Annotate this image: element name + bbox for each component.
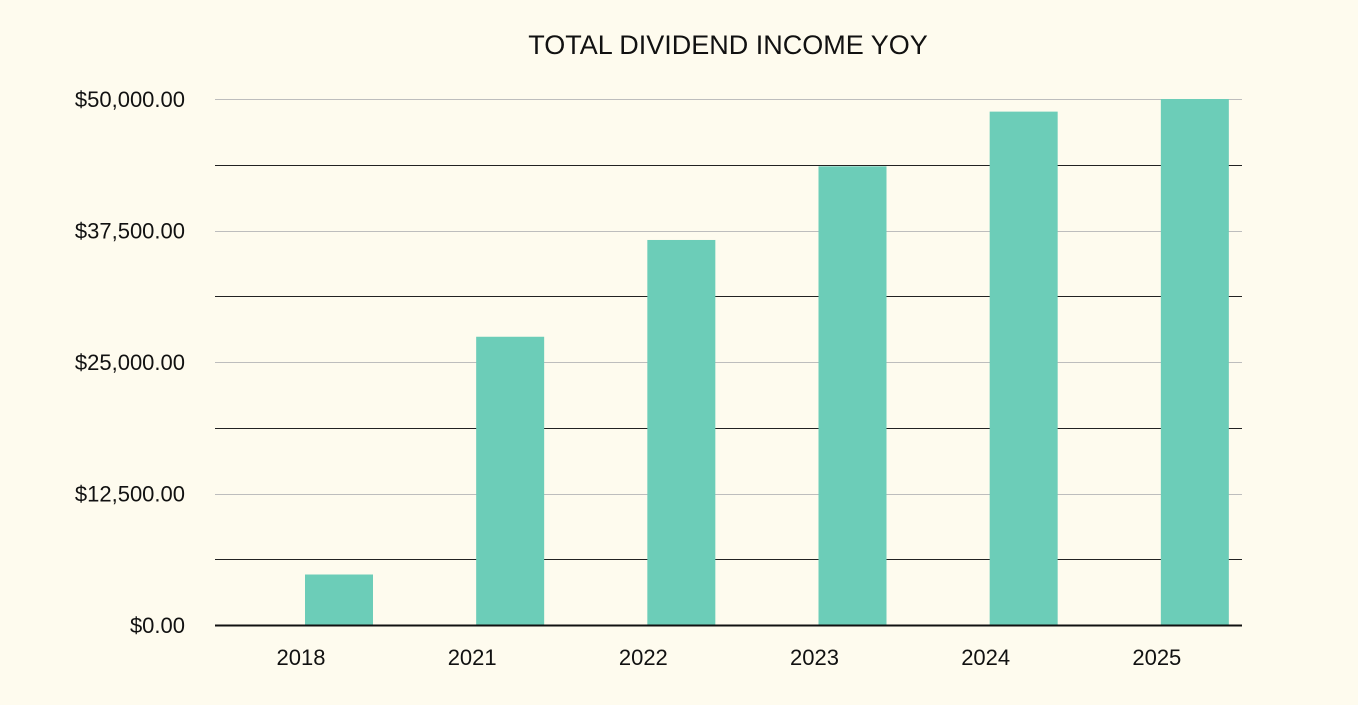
y-tick-label: $25,000.00 [75,350,185,375]
y-tick-label: $50,000.00 [75,87,185,112]
bar-2018 [305,574,373,625]
bar-2021 [476,336,545,625]
y-tick-label: $12,500.00 [75,482,185,507]
x-tick-label: 2023 [790,645,839,670]
bars [305,99,1229,625]
x-tick-label: 2022 [619,645,668,670]
y-tick-label: $37,500.00 [75,219,185,244]
y-tick-label: $0.00 [130,613,185,638]
y-axis-tick-labels: $0.00 $12,500.00 $25,000.00 $37,500.00 $50,0… [75,87,185,638]
bar-2025 [1160,99,1229,625]
x-axis-tick-labels: 2018 2021 2022 2023 2024 2025 [277,645,1182,670]
x-tick-label: 2025 [1132,645,1181,670]
bar-2024 [989,111,1058,625]
x-tick-label: 2018 [277,645,326,670]
x-tick-label: 2021 [448,645,497,670]
chart-title: TOTAL DIVIDEND INCOME YOY [528,30,928,60]
bar-2022 [647,239,716,625]
bar-2023 [818,166,887,625]
x-tick-label: 2024 [961,645,1010,670]
grid-lines [215,99,1242,560]
